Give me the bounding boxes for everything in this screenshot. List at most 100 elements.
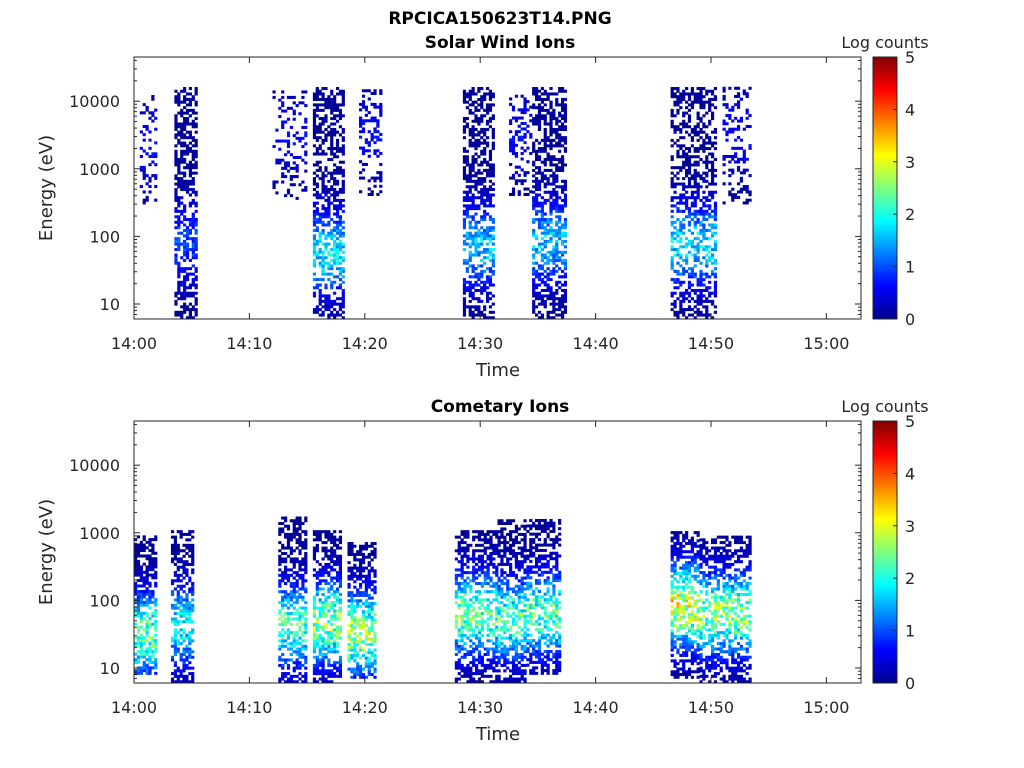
spectrogram-cell [359,176,363,180]
spectrogram-cell [468,111,472,115]
spectrogram-cell [367,629,371,633]
spectrogram-cell [520,94,524,98]
spectrogram-cell [188,231,192,235]
spectrogram-cell [315,606,319,610]
spectrogram-cell [687,160,692,164]
spectrogram-cell [471,89,475,93]
spectrogram-cell [284,175,288,179]
spectrogram-cell [335,598,340,602]
spectrogram-cell [359,119,363,123]
spectrogram-cell [520,121,524,126]
spectrogram-cell [321,95,325,99]
spectrogram-cell [174,256,178,260]
spectrogram-cell [367,585,371,589]
spectrogram-cell [281,516,285,520]
spectrogram-cell [292,557,296,561]
spectrogram-cell [312,215,317,219]
spectrogram-cell [462,218,467,222]
spectrogram-cell [304,117,308,121]
spectrogram-cell [327,220,331,224]
spectrogram-cell [367,593,371,597]
spectrogram-cell [179,674,183,678]
spectrogram-cell [526,108,530,112]
spectrogram-cell [543,218,547,222]
spectrogram-cell [477,245,481,249]
spectrogram-cell [558,149,562,153]
spectrogram-cell [321,672,325,676]
spectrogram-cell [318,291,322,295]
spectrogram-cell [555,133,559,137]
spectrogram-cell [312,188,317,192]
spectrogram-cell [488,267,493,271]
spectrogram-cell [194,231,198,235]
spectrogram-cell [472,633,476,637]
spectrogram-cell [454,592,458,596]
spectrogram-cell [474,239,478,243]
spectrogram-cell [173,571,177,575]
spectrogram-cell [324,554,328,558]
spectrogram-cell [185,562,189,566]
spectrogram-cell [491,114,495,118]
spectrogram-cell [278,560,282,564]
spectrogram-cell [364,577,368,581]
spectrogram-cell [330,248,334,252]
spectrogram-cell [177,215,181,219]
spectrogram-cell [151,614,155,618]
spectrogram-cell [491,171,495,175]
spectrogram-cell [188,680,192,684]
spectrogram-cell [295,196,299,200]
spectrogram-cell [699,212,703,216]
spectrogram-cell [472,642,476,646]
spectrogram-cell [188,193,192,197]
spectrogram-cell [327,253,331,257]
spectrogram-cell [555,117,559,121]
spectrogram-cell [350,547,354,551]
spectrogram-cell [480,226,484,230]
spectrogram-cell [318,639,322,643]
spectrogram-cell [462,278,467,282]
spectrogram-cell [312,680,317,684]
spectrogram-cell [549,122,553,126]
spectrogram-cell [713,215,718,219]
spectrogram-cell [676,316,680,320]
spectrogram-cell [555,207,559,211]
spectrogram-cell [312,127,317,131]
spectrogram-cell [151,111,155,115]
spectrogram-cell [702,141,706,145]
spectrogram-cell [702,212,706,216]
spectrogram-cell [324,308,328,312]
spectrogram-cell [182,590,186,594]
spectrogram-cell [745,116,749,120]
spectrogram-cell [367,659,371,663]
spectrogram-cell [523,100,527,104]
spectrogram-cell [304,677,308,681]
spectrogram-cell [676,149,680,153]
spectrogram-cell [673,190,677,194]
spectrogram-cell [471,283,475,287]
spectrogram-cell [177,163,181,167]
spectrogram-cell [281,674,285,678]
spectrogram-cell [546,223,550,227]
spectrogram-cell [183,111,187,115]
spectrogram-cell [713,204,718,208]
spectrogram-cell [289,532,293,536]
spectrogram-cell [748,198,752,202]
spectrogram-cell [474,152,478,156]
spectrogram-cell [321,541,325,545]
spectrogram-cell [321,97,325,101]
spectrogram-cell [148,573,152,577]
spectrogram-cell [462,305,467,309]
spectrogram-cell [333,248,337,252]
spectrogram-cell [485,92,490,96]
spectrogram-cell [462,258,467,262]
spectrogram-cell [318,212,322,216]
spectrogram-cell [327,639,331,643]
spectrogram-cell [330,122,334,126]
spectrogram-cell [457,587,461,591]
spectrogram-cell [725,105,729,109]
spectrogram-cell [693,258,697,262]
spectrogram-cell [338,541,343,545]
spectrogram-cell [281,101,285,105]
spectrogram-cell [286,191,291,195]
spectrogram-cell [728,168,732,172]
